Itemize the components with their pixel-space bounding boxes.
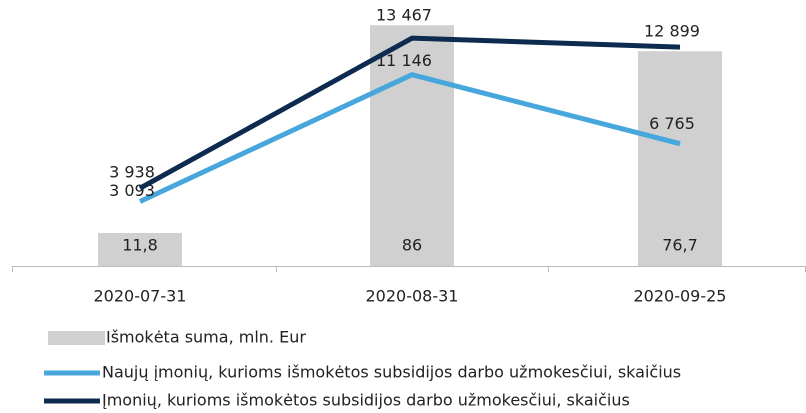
line-value-label: 11 146 [376, 51, 432, 70]
line-value-label: 12 899 [644, 22, 700, 41]
legend-swatch [48, 331, 105, 345]
bar-value-label: 76,7 [662, 236, 698, 255]
line-value-label: 13 467 [376, 6, 432, 25]
legend-label: Išmokėta suma, mln. Eur [106, 328, 306, 347]
bar-value-label: 11,8 [122, 236, 158, 255]
bar [638, 51, 722, 266]
x-tick-label: 2020-07-31 [94, 287, 187, 306]
line [138, 35, 681, 191]
line-value-label: 6 765 [649, 114, 695, 133]
x-tick-label: 2020-09-25 [634, 287, 727, 306]
x-tick-label: 2020-08-31 [366, 287, 459, 306]
line [138, 72, 681, 204]
legend-label: Naujų įmonių, kurioms išmokėtos subsidij… [102, 363, 681, 382]
line-value-label: 3 938 [109, 163, 155, 182]
bar [98, 232, 182, 266]
bar [370, 25, 454, 267]
legend-label: Įmonių, kurioms išmokėtos subsidijos dar… [102, 391, 630, 410]
bar-value-label: 86 [402, 236, 422, 255]
